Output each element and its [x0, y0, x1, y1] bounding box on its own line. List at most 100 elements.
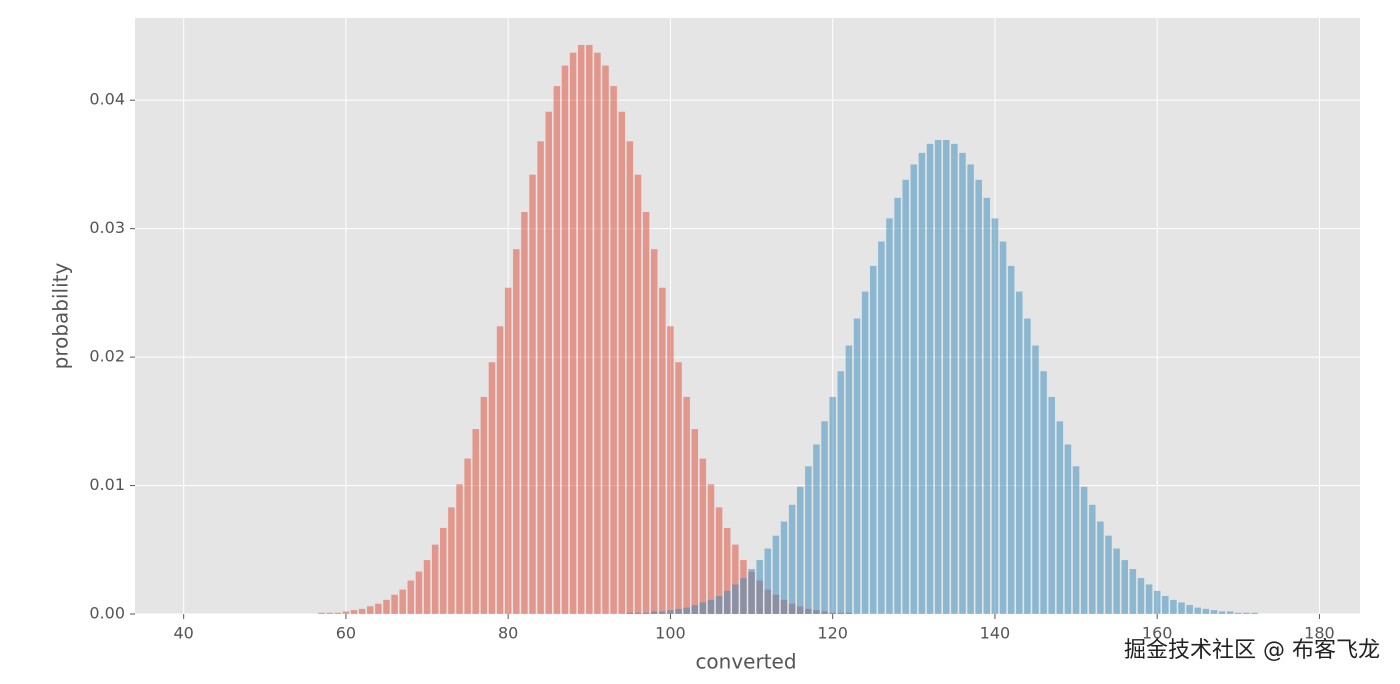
bar	[813, 444, 820, 614]
bar	[1186, 605, 1193, 614]
bar	[342, 611, 350, 614]
bar	[723, 590, 731, 614]
bar	[1105, 535, 1112, 614]
bar	[318, 612, 325, 614]
bar	[959, 152, 966, 614]
bar	[683, 607, 690, 614]
bar	[829, 396, 836, 614]
bar	[1194, 607, 1201, 614]
bar	[707, 484, 715, 614]
bar	[999, 241, 1007, 614]
bar	[699, 602, 707, 614]
bar	[853, 318, 861, 614]
bar	[618, 111, 625, 614]
bar	[667, 326, 674, 614]
bar	[626, 141, 634, 614]
bar	[1048, 396, 1055, 614]
bar	[1016, 291, 1023, 614]
bar	[407, 580, 415, 614]
bar	[967, 164, 974, 614]
bar	[383, 599, 390, 614]
bar	[504, 287, 512, 614]
bar	[1202, 608, 1210, 614]
bar	[715, 507, 723, 614]
bar	[1178, 602, 1185, 614]
bar	[910, 164, 918, 614]
bar	[675, 362, 682, 614]
bar	[423, 560, 431, 614]
bar	[991, 218, 999, 614]
bar	[375, 603, 382, 614]
bar	[1064, 444, 1072, 614]
bar	[1162, 596, 1169, 614]
bar	[1137, 578, 1145, 614]
bar	[626, 612, 634, 614]
bar	[399, 589, 406, 614]
bar	[659, 287, 666, 614]
bar	[926, 143, 934, 614]
bar	[448, 507, 455, 614]
bar	[1040, 371, 1047, 614]
bar	[1089, 504, 1096, 614]
bar	[1251, 612, 1258, 614]
bar	[1226, 611, 1234, 614]
bar	[326, 612, 333, 614]
bar	[691, 429, 699, 614]
bar	[480, 396, 488, 614]
bar	[667, 610, 674, 614]
bar	[1121, 560, 1128, 614]
bar	[1153, 590, 1161, 614]
bar	[569, 52, 577, 615]
bar	[1024, 318, 1031, 614]
bars	[318, 44, 1258, 615]
bar	[845, 345, 853, 614]
bar	[586, 44, 593, 615]
bar	[772, 535, 780, 614]
bar	[934, 140, 942, 614]
bar	[513, 249, 520, 614]
bar	[788, 504, 796, 614]
bar	[1097, 521, 1104, 614]
bar	[1080, 486, 1088, 614]
bar	[634, 612, 642, 614]
y-axis-label: probability	[49, 262, 73, 369]
bar	[431, 544, 439, 614]
bar	[650, 249, 658, 614]
y-tick-label: 0.02	[89, 347, 125, 366]
axes: 40 60 80 100 120 140 160 180 0.00 0.01 0.02 0.03 0.0…	[89, 90, 1334, 643]
bar	[943, 140, 950, 614]
x-tick-label: 140	[980, 624, 1011, 643]
bar	[837, 371, 845, 614]
bar	[1113, 548, 1120, 614]
bar	[440, 527, 447, 614]
bar	[1032, 345, 1039, 614]
bar	[861, 291, 869, 614]
bar	[496, 326, 504, 614]
x-tick-label: 80	[498, 624, 518, 643]
bar	[764, 548, 772, 614]
bar	[650, 611, 658, 614]
watermark: 掘金技术社区 @ 布客飞龙	[1124, 638, 1380, 663]
bar	[391, 594, 398, 614]
bar	[472, 429, 479, 614]
x-tick-label: 60	[336, 624, 356, 643]
bar	[894, 197, 901, 615]
bar	[545, 111, 552, 614]
bar	[683, 396, 690, 614]
x-axis-label: converted	[695, 650, 796, 674]
bar	[1243, 612, 1250, 614]
bar	[594, 52, 601, 615]
bar	[886, 218, 893, 614]
bar	[975, 179, 982, 614]
bar	[529, 174, 536, 614]
bar	[732, 544, 739, 614]
y-tick-label: 0.00	[89, 604, 125, 623]
bar	[748, 569, 755, 614]
x-tick-label: 180	[1304, 624, 1335, 643]
bar	[1210, 610, 1218, 614]
y-tick-label: 0.03	[89, 218, 125, 237]
x-tick-label: 160	[1142, 624, 1173, 643]
bar	[691, 605, 699, 614]
